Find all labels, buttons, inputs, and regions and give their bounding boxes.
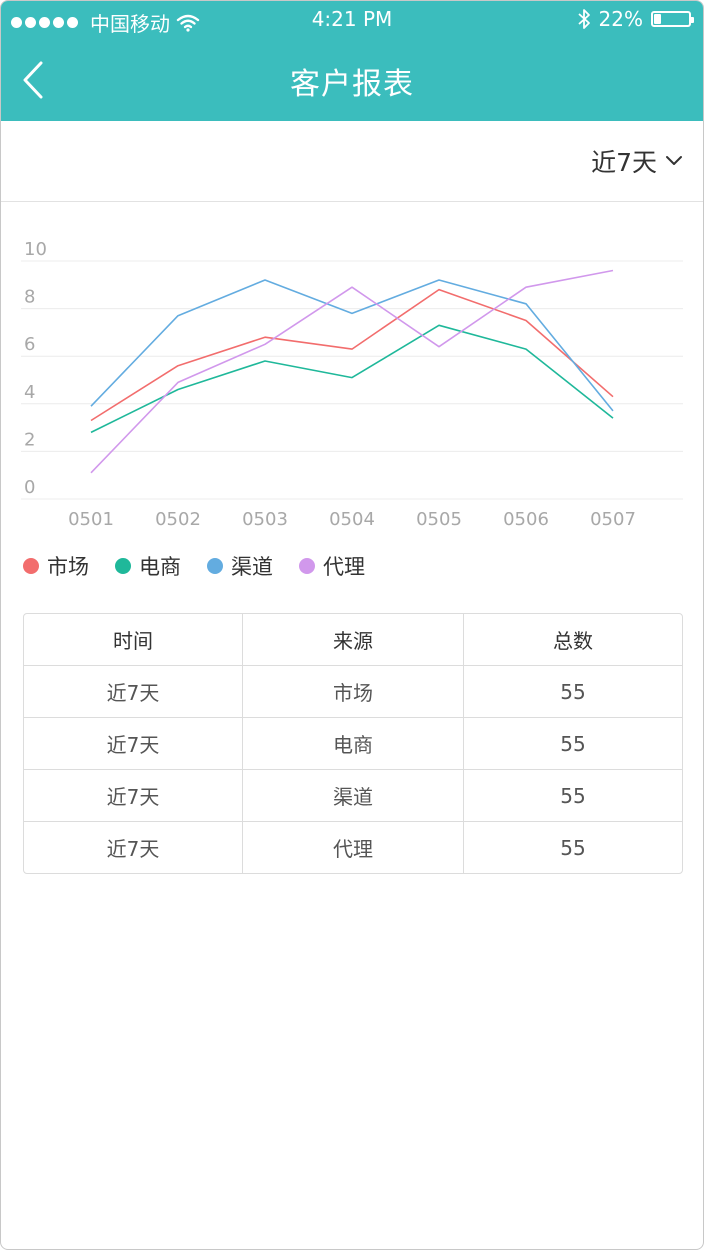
table-cell: 电商 <box>242 718 463 769</box>
legend-label: 市场 <box>47 555 89 579</box>
status-bar-right: 22% <box>577 7 694 31</box>
page-title: 客户报表 <box>290 67 414 102</box>
legend-swatch <box>115 558 131 574</box>
table-cell: 近7天 <box>106 733 160 757</box>
x-tick-label: 0501 <box>68 509 114 530</box>
legend-label: 电商 <box>139 555 181 579</box>
chart-legend: 市场 电商 渠道 代理 <box>23 551 365 581</box>
x-tick-label: 0503 <box>242 509 288 530</box>
data-table: 时间 来源 总数 近7天 市场 55 近7天 电商 55 近7天 渠道 55 近… <box>23 613 683 874</box>
series-line <box>90 288 614 422</box>
line-chart: 0 2 4 6 8 10 0501 0502 0503 0504 0505 0506 0507 <box>21 239 683 530</box>
table-header-cell: 总数 <box>463 614 682 665</box>
wifi-icon <box>176 14 200 32</box>
table-cell: 渠道 <box>242 770 463 821</box>
table-cell: 近7天 <box>106 837 160 861</box>
x-tick-label: 0504 <box>329 509 375 530</box>
legend-swatch <box>23 558 39 574</box>
date-range-label: 近7天 <box>591 148 657 177</box>
table-cell: 近7天 <box>106 681 160 705</box>
chevron-left-icon <box>23 61 43 99</box>
x-tick-label: 0506 <box>503 509 549 530</box>
table-row: 近7天 渠道 55 <box>24 769 682 821</box>
table-cell: 55 <box>463 718 682 769</box>
status-time: 4:21 PM <box>311 7 393 31</box>
legend-swatch <box>207 558 223 574</box>
series-line <box>90 324 614 434</box>
table-header-cell: 来源 <box>242 614 463 665</box>
x-tick-label: 0502 <box>155 509 201 530</box>
table-row: 近7天 电商 55 <box>24 717 682 769</box>
table-row: 近7天 代理 55 <box>24 821 682 873</box>
legend-label: 代理 <box>323 555 365 579</box>
y-tick-label: 4 <box>24 382 35 403</box>
battery-level <box>654 14 662 24</box>
filter-bar: 近7天 <box>1 121 703 202</box>
legend-swatch <box>299 558 315 574</box>
battery-icon <box>651 11 694 27</box>
signal-dots-icon <box>11 17 78 28</box>
table-cell: 近7天 <box>106 785 160 809</box>
y-tick-label: 0 <box>24 477 35 498</box>
date-range-dropdown[interactable]: 近7天 <box>591 143 683 179</box>
x-tick-label: 0505 <box>416 509 462 530</box>
table-cell: 55 <box>463 666 682 717</box>
table-row: 近7天 市场 55 <box>24 665 682 717</box>
nav-bar: 客户报表 <box>1 39 703 121</box>
status-bar-left: 中国移动 <box>11 8 200 37</box>
table-cell: 55 <box>463 822 682 873</box>
bluetooth-icon <box>577 9 590 29</box>
status-bar: 中国移动 4:21 PM 22% <box>1 1 703 39</box>
legend-item: 市场 <box>23 551 89 581</box>
table-cell: 代理 <box>242 822 463 873</box>
legend-label: 渠道 <box>231 555 273 579</box>
y-tick-label: 10 <box>24 239 47 260</box>
series-line <box>90 269 614 474</box>
y-tick-label: 6 <box>24 334 35 355</box>
y-tick-label: 2 <box>24 429 35 450</box>
battery-percent: 22% <box>598 7 643 31</box>
y-tick-label: 8 <box>24 287 35 308</box>
legend-item: 渠道 <box>207 551 273 581</box>
chevron-down-icon <box>666 156 682 165</box>
legend-item: 电商 <box>115 551 181 581</box>
back-button[interactable] <box>15 59 55 101</box>
carrier-name: 中国移动 <box>90 12 170 36</box>
table-header-row: 时间 来源 总数 <box>24 614 682 665</box>
table-cell: 市场 <box>242 666 463 717</box>
table-header-cell: 时间 <box>113 629 153 653</box>
x-tick-label: 0507 <box>590 509 636 530</box>
series-line <box>90 279 614 412</box>
legend-item: 代理 <box>299 551 365 581</box>
table-cell: 55 <box>463 770 682 821</box>
